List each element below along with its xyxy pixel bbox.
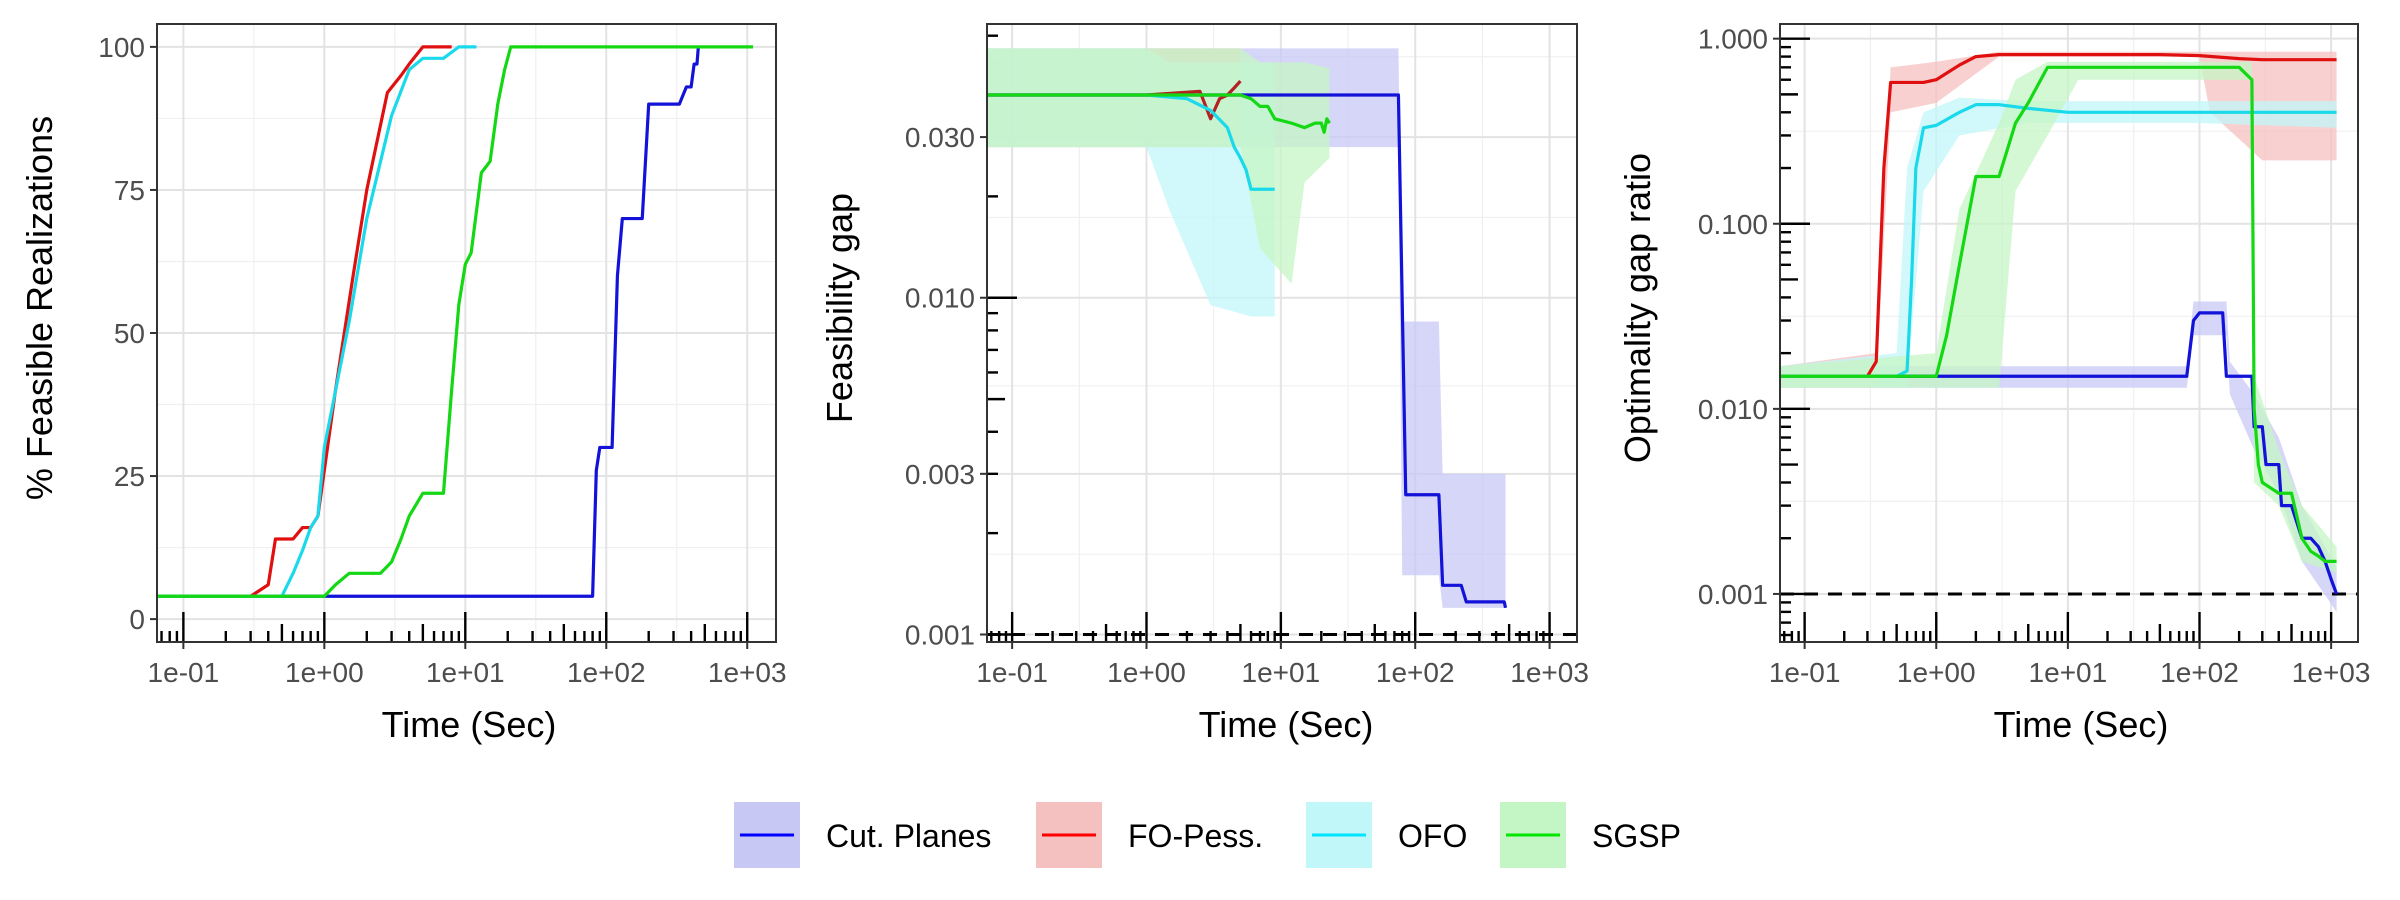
x-tick-label: 1e+01	[426, 657, 505, 688]
series-line-sgsp	[157, 45, 754, 598]
x-rug-ticks	[1783, 612, 2333, 642]
x-tick-label: 1e+03	[2292, 657, 2371, 688]
x-tick-label: 1e+00	[285, 657, 364, 688]
axis-ticks: 1e-01 1e+00 1e+01 1e+02 1e+03 0.001 0.010 0.100…	[1698, 24, 2371, 688]
x-tick-label: 1e-01	[1769, 657, 1841, 688]
legend-label-ofo: OFO	[1398, 818, 1467, 854]
gridlines	[157, 24, 776, 642]
x-rug-ticks	[160, 612, 749, 642]
y-tick-label: 100	[98, 32, 145, 63]
series-line-fo-pess	[157, 45, 452, 598]
y-tick-label: 50	[114, 318, 145, 349]
series-line-sgsp	[1780, 65, 2337, 563]
y-tick-label: 75	[114, 175, 145, 206]
panel-feasibility-gap: 1e-01 1e+00 1e+01 1e+02 1e+03 0.001 0.003 0.010…	[905, 23, 1589, 688]
series-line-fo-pess	[1780, 53, 2337, 378]
y-tick-label: 0.030	[905, 122, 975, 153]
y-axis-title-3: Optimality gap ratio	[1617, 153, 1658, 463]
axis-ticks: 1e-01 1e+00 1e+01 1e+02 1e+03 0.001 0.003 0.010…	[905, 122, 1589, 688]
series-line-ofo	[157, 45, 477, 598]
series-line-cut-planes	[157, 46, 700, 598]
x-tick-label: 1e+02	[1376, 657, 1455, 688]
y-tick-label: 0	[129, 604, 145, 635]
x-tick-label: 1e+00	[1897, 657, 1976, 688]
band-sgsp	[987, 48, 1330, 284]
legend-label-sgsp: SGSP	[1592, 818, 1681, 854]
x-tick-label: 1e-01	[148, 657, 220, 688]
x-rug-ticks	[990, 612, 1551, 642]
panel-border	[986, 23, 1578, 643]
y-axis-title-1: % Feasible Realizations	[19, 116, 60, 500]
legend: Cut. Planes FO-Pess. OFO SGSP	[734, 802, 1681, 868]
y-tick-label: 0.100	[1698, 209, 1768, 240]
panel-feasible-realizations: 1e-01 1e+00 1e+01 1e+02 1e+03 0 25 50 75 100	[98, 23, 787, 688]
y-tick-label: 0.010	[1698, 394, 1768, 425]
y-tick-label: 0.003	[905, 459, 975, 490]
y-tick-label: 0.010	[905, 283, 975, 314]
x-axis-title-2: Time (Sec)	[1199, 704, 1374, 745]
confidence-bands	[1780, 51, 2337, 612]
x-tick-label: 1e+00	[1107, 657, 1186, 688]
y-tick-label: 1.000	[1698, 24, 1768, 55]
legend-label-cut-planes: Cut. Planes	[826, 818, 991, 854]
x-tick-label: 1e-01	[976, 657, 1048, 688]
axis-ticks: 1e-01 1e+00 1e+01 1e+02 1e+03 0 25 50 75 100	[98, 32, 786, 688]
y-tick-label: 0.001	[905, 619, 975, 650]
panel-border	[1779, 23, 2359, 643]
x-tick-label: 1e+02	[567, 657, 646, 688]
x-tick-label: 1e+01	[1242, 657, 1321, 688]
series-lines	[987, 79, 1508, 609]
series-line-sgsp	[987, 93, 1331, 134]
x-tick-label: 1e+03	[708, 657, 787, 688]
x-tick-label: 1e+01	[2029, 657, 2108, 688]
y-axis-title-2: Feasibility gap	[819, 193, 860, 423]
series-line-ofo	[1780, 103, 2337, 378]
band-fo-pess	[1780, 51, 2337, 388]
x-tick-label: 1e+02	[2160, 657, 2239, 688]
panel-optimality-gap: 1e-01 1e+00 1e+01 1e+02 1e+03 0.001 0.010 0.100…	[1698, 23, 2371, 688]
legend-label-fo-pess: FO-Pess.	[1128, 818, 1263, 854]
y-tick-label: 25	[114, 461, 145, 492]
series-lines	[157, 45, 754, 598]
y-tick-label: 0.001	[1698, 579, 1768, 610]
series-line-ofo	[987, 93, 1275, 191]
series-lines	[1780, 53, 2339, 595]
x-tick-label: 1e+03	[1510, 657, 1589, 688]
band-ofo	[1780, 97, 2337, 388]
x-axis-title-1: Time (Sec)	[382, 704, 557, 745]
x-axis-title-3: Time (Sec)	[1994, 704, 2169, 745]
series-line-cut-planes	[987, 93, 1508, 609]
